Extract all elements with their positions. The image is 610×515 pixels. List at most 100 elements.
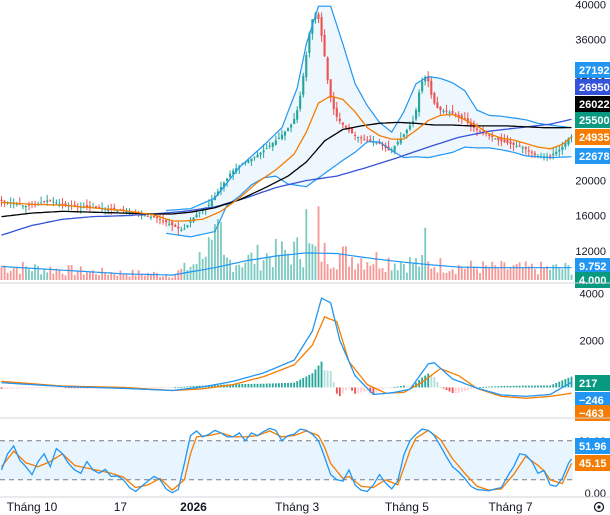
- gear-icon-ring[interactable]: [593, 501, 605, 513]
- candle-body[interactable]: [439, 106, 442, 111]
- candle-body[interactable]: [500, 138, 503, 142]
- candle-body[interactable]: [329, 79, 332, 98]
- candle-body[interactable]: [375, 142, 378, 144]
- candle-body[interactable]: [561, 146, 564, 151]
- candle-body[interactable]: [49, 199, 52, 201]
- candle-body[interactable]: [357, 137, 360, 138]
- gear-icon-hub[interactable]: [597, 505, 601, 509]
- price-axis-tick-label[interactable]: 40000: [575, 0, 606, 11]
- candle-body[interactable]: [296, 110, 299, 120]
- candle-body[interactable]: [40, 202, 43, 204]
- candle-body[interactable]: [335, 107, 338, 117]
- candle-body[interactable]: [369, 139, 372, 142]
- candle-body[interactable]: [430, 80, 433, 95]
- candle-body[interactable]: [186, 225, 189, 228]
- candle-body[interactable]: [378, 141, 381, 144]
- candle-body[interactable]: [262, 150, 265, 153]
- candle-body[interactable]: [518, 145, 521, 147]
- price-axis-tick-label[interactable]: 12000: [575, 246, 606, 258]
- candle-body[interactable]: [283, 131, 287, 136]
- candle-body[interactable]: [503, 139, 506, 143]
- candle-body[interactable]: [451, 111, 454, 114]
- candle-body[interactable]: [210, 200, 213, 207]
- price-axis-tick-label[interactable]: 16000: [575, 211, 606, 223]
- candle-body[interactable]: [445, 110, 448, 112]
- candle-body[interactable]: [424, 77, 427, 82]
- candle-body[interactable]: [347, 129, 351, 131]
- candle-body[interactable]: [521, 147, 524, 149]
- candle-body[interactable]: [408, 125, 412, 130]
- candle-body[interactable]: [226, 178, 229, 181]
- candle-body[interactable]: [421, 81, 424, 92]
- candle-body[interactable]: [393, 145, 396, 152]
- candle-body[interactable]: [479, 130, 482, 132]
- candle-body[interactable]: [229, 173, 232, 177]
- candle-body[interactable]: [351, 128, 354, 134]
- candle-body[interactable]: [271, 143, 274, 147]
- candle-body[interactable]: [402, 134, 405, 138]
- candle-body[interactable]: [326, 57, 329, 81]
- time-axis-label[interactable]: Tháng 7: [488, 500, 532, 514]
- candle-body[interactable]: [533, 153, 536, 155]
- candle-body[interactable]: [201, 210, 204, 212]
- candle-body[interactable]: [55, 202, 58, 204]
- candle-body[interactable]: [454, 113, 457, 115]
- candle-body[interactable]: [360, 137, 363, 139]
- candle-body[interactable]: [305, 55, 308, 78]
- candle-body[interactable]: [107, 209, 110, 211]
- candle-body[interactable]: [427, 76, 430, 82]
- candle-body[interactable]: [418, 92, 421, 113]
- candle-body[interactable]: [552, 153, 555, 156]
- candle-body[interactable]: [162, 220, 165, 222]
- candle-body[interactable]: [198, 212, 201, 214]
- candle-body[interactable]: [177, 226, 180, 229]
- candle-body[interactable]: [180, 229, 183, 231]
- candle-body[interactable]: [268, 145, 271, 147]
- candle-body[interactable]: [415, 110, 418, 120]
- candle-body[interactable]: [46, 200, 49, 202]
- time-axis-label[interactable]: 2026: [180, 500, 207, 514]
- candle-body[interactable]: [143, 215, 146, 217]
- candle-body[interactable]: [73, 204, 76, 207]
- candle-body[interactable]: [259, 152, 262, 155]
- candle-body[interactable]: [52, 201, 55, 203]
- candle-body[interactable]: [494, 138, 497, 140]
- time-axis[interactable]: Tháng 10 17 2026 Tháng 3 Tháng 5 Tháng 7: [7, 500, 533, 514]
- candle-body[interactable]: [436, 102, 439, 108]
- candle-body[interactable]: [219, 187, 223, 191]
- candle-body[interactable]: [64, 203, 67, 205]
- candle-body[interactable]: [433, 93, 436, 104]
- candle-body[interactable]: [116, 210, 119, 212]
- candle-body[interactable]: [482, 132, 485, 134]
- time-axis-label[interactable]: Tháng 3: [275, 500, 319, 514]
- candle-body[interactable]: [265, 148, 268, 150]
- candle-body[interactable]: [149, 216, 152, 218]
- candle-body[interactable]: [509, 141, 512, 144]
- candle-body[interactable]: [405, 129, 408, 134]
- candle-body[interactable]: [128, 212, 131, 214]
- price-axis-tick-label[interactable]: 36000: [575, 35, 606, 47]
- candle-body[interactable]: [280, 134, 284, 139]
- candle-body[interactable]: [491, 135, 494, 138]
- candle-body[interactable]: [460, 115, 463, 119]
- candle-body[interactable]: [43, 201, 46, 202]
- gear-icon[interactable]: [593, 501, 605, 513]
- candle-body[interactable]: [174, 225, 177, 227]
- candle-body[interactable]: [372, 142, 375, 143]
- candle-body[interactable]: [94, 206, 98, 208]
- candle-body[interactable]: [564, 142, 567, 147]
- candle-body[interactable]: [381, 144, 384, 146]
- candle-body[interactable]: [524, 147, 527, 149]
- candle-body[interactable]: [399, 138, 402, 144]
- candle-body[interactable]: [475, 128, 479, 131]
- candle-body[interactable]: [155, 216, 159, 219]
- candle-body[interactable]: [235, 168, 238, 172]
- candle-body[interactable]: [158, 218, 162, 220]
- candle-body[interactable]: [247, 160, 250, 163]
- candle-body[interactable]: [530, 151, 533, 153]
- candle-body[interactable]: [24, 205, 27, 208]
- candle-body[interactable]: [277, 137, 280, 139]
- candle-body[interactable]: [442, 111, 445, 113]
- candle-body[interactable]: [506, 140, 509, 144]
